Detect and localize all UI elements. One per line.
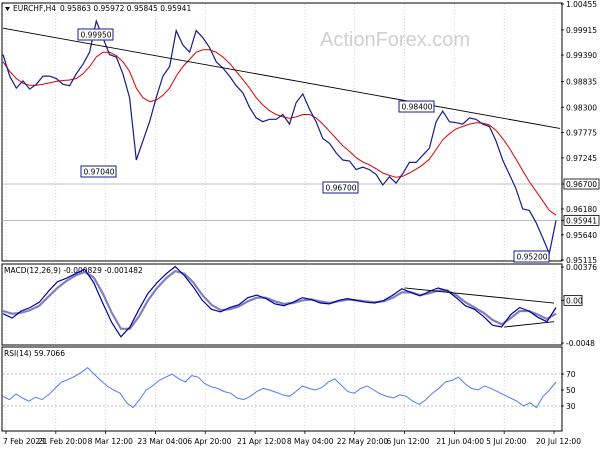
moving-average-line (2, 49, 557, 216)
ohlc-values: 0.95863 0.95972 0.95845 0.95941 (60, 4, 191, 13)
x-tick-label: 20 Jul 12:00 (536, 437, 581, 446)
rsi-title: RSI(14) 59.7066 (4, 349, 65, 358)
y-tick-label: 0.95941 (566, 216, 597, 225)
main-grid (5, 4, 555, 260)
price-callout-box (77, 28, 114, 41)
price-marker-box (563, 178, 600, 190)
macd-signal-line (2, 269, 557, 330)
y-tick-label: 0.96700 (566, 180, 597, 189)
trendline (2, 27, 561, 129)
x-tick-label: 6 Jun 12:00 (387, 437, 430, 446)
rsi-line (2, 366, 557, 409)
x-tick-label: 21 Jun 04:00 (436, 437, 484, 446)
price-callout-box (513, 250, 550, 263)
main-y-axis: 1.00455 0.99915 0.99390 0.98835 0.98300 0.977… (561, 0, 600, 265)
y-tick-label: 0.99390 (566, 51, 597, 60)
price-marker-box (563, 215, 600, 226)
macd-title: MACD(12,26,9) -0.000829 -0.001482 (4, 266, 143, 275)
macd-grid (5, 267, 555, 343)
price-callout-label: 0.99950 (81, 31, 112, 40)
y-tick-label: 0.97775 (566, 128, 597, 137)
main-series-layer: 0.99950 0.97040 0.96700 0.98400 0.95200 (2, 18, 561, 263)
price-callout-box (398, 100, 435, 113)
rsi-y-tick-label: 70 (566, 370, 576, 379)
rsi-y-tick-label: 50 (566, 386, 576, 395)
macd-y-tick-label: -0.0048 (566, 339, 595, 348)
x-tick-label: 6 Apr 20:00 (187, 437, 231, 446)
price-callout-box (322, 181, 359, 194)
macd-y-tick-label: 0.00 (566, 296, 583, 305)
y-tick-label: 0.96180 (566, 205, 597, 214)
y-tick-label: 0.97245 (566, 154, 597, 163)
y-tick-label: 1.00455 (566, 0, 597, 9)
rsi-grid (5, 350, 555, 430)
x-tick-label: 22 May 20:00 (337, 437, 389, 446)
y-tick-label: 0.95115 (566, 256, 597, 265)
x-tick-label: 21 Feb 20:00 (38, 437, 87, 446)
y-tick-label: 0.99915 (566, 26, 597, 35)
triangle-down-icon[interactable] (5, 7, 10, 11)
watermark: ActionForex.com (320, 29, 470, 51)
macd-zero-box (563, 294, 583, 306)
symbol-timeframe: EURCHF,H4 (13, 4, 56, 13)
price-callout-box (80, 165, 117, 178)
main-panel-frame (1, 2, 563, 262)
x-tick-label: 8 Mar 12:00 (88, 437, 134, 446)
price-callout-label: 0.98400 (402, 103, 433, 112)
price-callout-label: 0.96700 (326, 184, 357, 193)
macd-y-tick-label: 0.00376 (566, 263, 597, 272)
y-tick-label: 0.98835 (566, 78, 597, 87)
macd-y-axis: 0.00376 0.00 -0.0048 (561, 263, 597, 348)
x-tick-label: 21 Apr 12:00 (237, 437, 286, 446)
macd-trendline (404, 287, 555, 304)
y-tick-label: 0.95640 (566, 231, 597, 240)
x-tick-label: 7 Feb 2023 (3, 437, 45, 446)
rsi-panel-frame (1, 346, 563, 432)
macd-trendline (504, 321, 555, 328)
rsi-y-tick-label: 30 (566, 402, 576, 411)
price-callout-label: 0.95200 (517, 253, 548, 262)
x-tick-label: 23 Mar 04:00 (137, 437, 187, 446)
x-tick-label: 5 Jul 20:00 (486, 437, 526, 446)
x-tick-label: 8 May 04:00 (287, 437, 334, 446)
y-tick-label: 0.98300 (566, 103, 597, 112)
macd-panel-frame (1, 263, 563, 346)
price-line (2, 18, 557, 256)
macd-series-layer (2, 265, 557, 338)
macd-line (2, 265, 557, 338)
price-callout-label: 0.97040 (84, 168, 115, 177)
rsi-y-axis: 70 50 30 (561, 370, 576, 411)
rsi-series-layer (2, 366, 560, 409)
